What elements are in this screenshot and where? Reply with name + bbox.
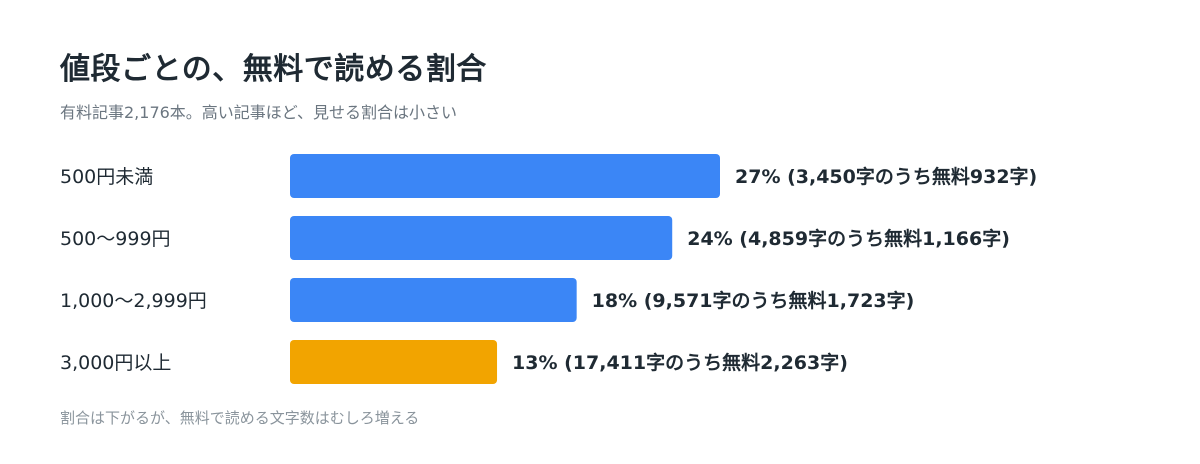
value-label: 27% (3,450字のうち無料932字) [735,165,1037,188]
bar [290,278,577,322]
category-label: 3,000円以上 [60,352,171,374]
chart-footnote: 割合は下がるが、無料で読める文字数はむしろ増える [60,409,420,427]
bar [290,216,673,260]
bar [290,154,720,198]
chart-subtitle: 有料記事2,176本。高い記事ほど、見せる割合は小さい [60,103,458,122]
value-label: 18% (9,571字のうち無料1,723字) [592,289,915,312]
category-label: 500〜999円 [60,228,171,250]
value-label: 13% (17,411字のうち無料2,263字) [512,351,848,374]
category-label: 500円未満 [60,166,153,188]
chart-title: 値段ごとの、無料で読める割合 [60,52,487,87]
value-label: 24% (4,859字のうち無料1,166字) [687,227,1010,250]
category-label: 1,000〜2,999円 [60,290,207,312]
bar [290,340,498,384]
